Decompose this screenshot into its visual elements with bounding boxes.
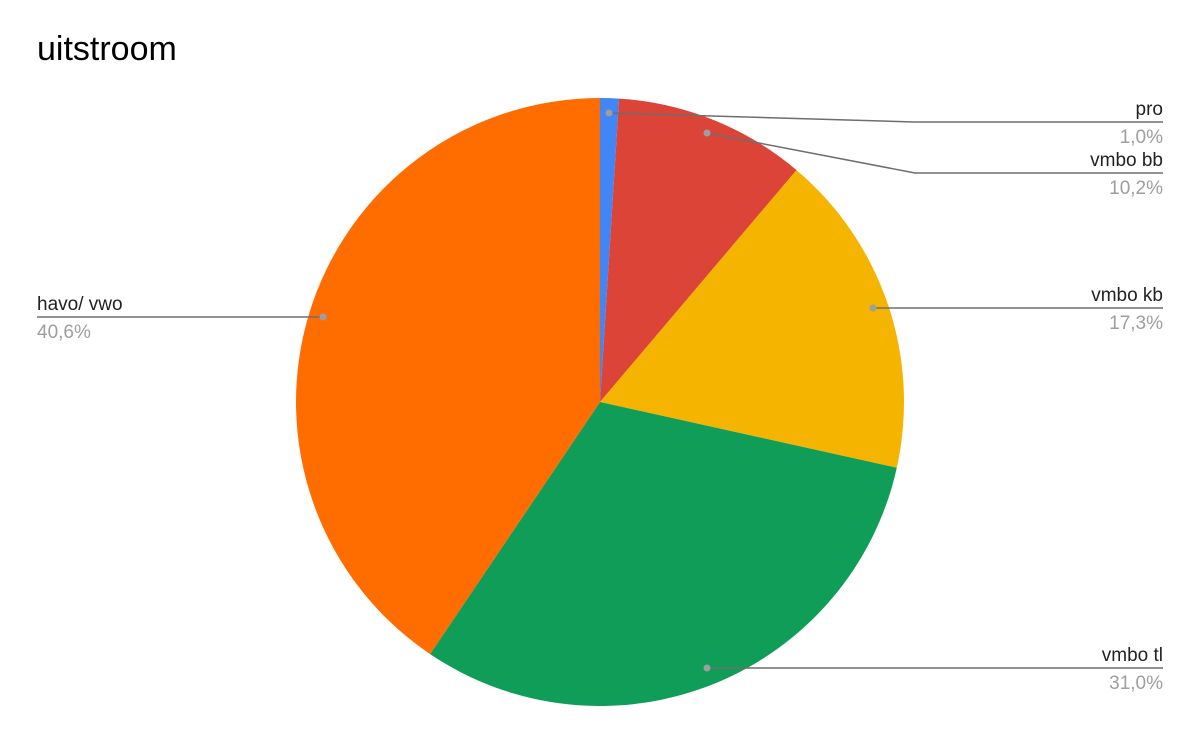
- slice-percent-vmbo-tl: 31,0%: [1109, 673, 1163, 694]
- slice-labels: pro 1,0%vmbo bb 10,2% vmbo kb 17,3% vmbo tl 31…: [37, 99, 1163, 694]
- slice-label-pro: pro: [1136, 99, 1163, 120]
- leader-dot-havo-vwo: [319, 313, 327, 321]
- pie-slice-pro: [600, 98, 620, 402]
- chart-title: uitstroom: [37, 30, 177, 68]
- leader-dot-vmbo-bb: [703, 129, 711, 137]
- leader-line-vmbo-bb: [706, 132, 1163, 174]
- pie-slice-havo-vwo: [296, 98, 600, 655]
- slice-percent-havo-vwo: 40,6%: [37, 322, 91, 343]
- slice-label-vmbo-bb: vmbo bb: [1090, 150, 1163, 171]
- pie-slices: [296, 98, 904, 706]
- leader-dot-vmbo-kb: [869, 304, 877, 312]
- pie-slice-vmbo-kb: [600, 170, 904, 468]
- pie-slice-vmbo-tl: [430, 402, 897, 706]
- slice-percent-vmbo-kb: 17,3%: [1109, 313, 1163, 334]
- slice-label-vmbo-kb: vmbo kb: [1091, 285, 1163, 306]
- slice-label-vmbo-tl: vmbo tl: [1102, 645, 1163, 666]
- slice-label-havo-vwo: havo/ vwo: [37, 294, 123, 315]
- leader-line-pro: [608, 112, 1163, 123]
- pie-slice-vmbo-bb: [600, 98, 797, 402]
- slice-percent-pro: 1,0%: [1120, 127, 1163, 148]
- leader-dot-pro: [605, 109, 613, 117]
- leader-dot-vmbo-tl: [703, 664, 711, 672]
- slice-percent-vmbo-bb: 10,2%: [1109, 178, 1163, 199]
